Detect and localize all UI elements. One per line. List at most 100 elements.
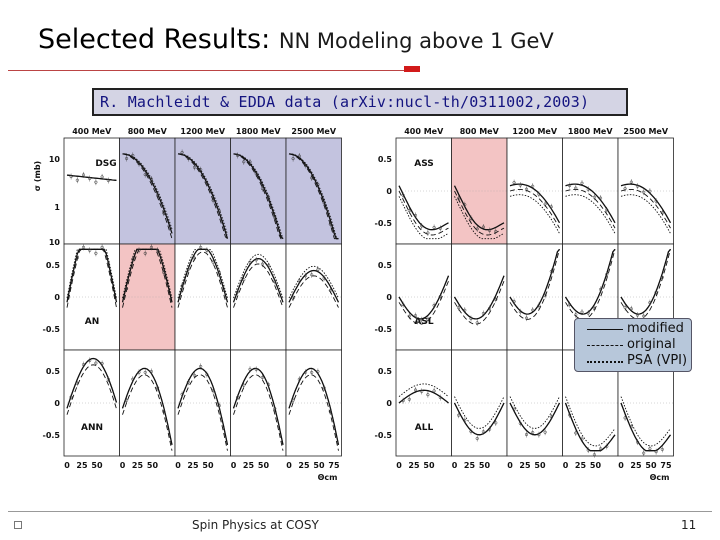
- legend-label: modified: [627, 321, 684, 336]
- y-tick-label: 0.5: [378, 261, 393, 270]
- y-tick-label: 0: [386, 399, 392, 408]
- curve-original: [122, 248, 173, 308]
- curve-psa: [398, 383, 449, 397]
- x-tick-label: 25: [187, 461, 199, 470]
- y-tick-label: -0.5: [43, 431, 61, 440]
- panel-cell: [230, 137, 287, 245]
- curve-original: [509, 249, 560, 320]
- y-tick-label: 0.5: [46, 261, 61, 270]
- panel-cell: [174, 137, 231, 245]
- curve-original: [233, 263, 284, 308]
- x-tick-label: 50: [147, 461, 159, 470]
- curve-psa: [66, 248, 117, 299]
- x-tick-label: 25: [76, 461, 88, 470]
- curve-original: [177, 251, 228, 308]
- curve-original: [565, 249, 616, 320]
- x-tick-label: 0: [64, 461, 70, 470]
- y-tick-label: 10: [49, 238, 61, 247]
- curve-original: [509, 188, 560, 229]
- energy-label: 1200 MeV: [180, 127, 225, 136]
- energy-label: 1200 MeV: [512, 127, 557, 136]
- observables-figure: 400 MeV 800 MeV 1200 MeV 1800 MeV 2500 MeV DS…: [30, 120, 690, 500]
- legend-entry-modified: modified: [583, 321, 691, 336]
- x-tick-label: 0: [396, 461, 402, 470]
- curve-original: [620, 402, 671, 452]
- curve-original: [398, 389, 449, 404]
- x-tick-label: 50: [423, 461, 435, 470]
- observable-label: ALL: [415, 423, 434, 433]
- energy-label: 1800 MeV: [568, 127, 613, 136]
- x-tick-label: 25: [630, 461, 642, 470]
- legend-entry-psa: PSA (VPI): [583, 353, 691, 368]
- x-tick-label: 50: [645, 461, 657, 470]
- energy-label: 2500 MeV: [623, 127, 668, 136]
- observable-label: DSG: [95, 159, 116, 169]
- curve-original: [233, 374, 284, 451]
- x-tick-label: 50: [91, 461, 103, 470]
- curve-psa: [233, 253, 284, 299]
- curve-original: [233, 153, 283, 240]
- slide-title: Selected Results: NN Modeling above 1 Ge…: [38, 24, 554, 55]
- x-tick-label: 0: [231, 461, 237, 470]
- footer-rule: [8, 511, 712, 512]
- curve-psa: [398, 196, 449, 240]
- legend: modified original PSA (VPI): [574, 318, 692, 372]
- y-axis-label: σ (mb): [33, 161, 42, 191]
- x-tick-label: 75: [660, 461, 672, 470]
- energy-label: 400 MeV: [404, 127, 444, 136]
- x-tick-label: 0: [563, 461, 569, 470]
- curve-modified: [122, 153, 173, 234]
- curve-original: [565, 188, 616, 229]
- energy-label: 1800 MeV: [236, 127, 281, 136]
- curve-psa: [454, 196, 505, 240]
- page-number: 11: [681, 518, 697, 532]
- x-tick-label: 25: [243, 461, 255, 470]
- x-tick-label: 25: [575, 461, 587, 470]
- curve-original: [177, 374, 228, 451]
- reference-box: R. Machleidt & EDDA data (arXiv:nucl-th/…: [92, 88, 628, 116]
- legend-entry-original: original: [583, 337, 691, 352]
- panel-cell: [63, 137, 120, 245]
- x-tick-label: 0: [175, 461, 181, 470]
- x-tick-label: 25: [132, 461, 144, 470]
- curve-psa: [289, 153, 339, 240]
- x-tick-label: 0: [507, 461, 513, 470]
- curve-psa: [620, 194, 671, 234]
- curve-psa: [620, 249, 671, 315]
- curve-psa: [565, 249, 616, 315]
- x-tick-label: 25: [408, 461, 420, 470]
- title-underline: [8, 70, 404, 71]
- x-tick-label: 50: [258, 461, 270, 470]
- energy-label: 400 MeV: [72, 127, 112, 136]
- curve-psa: [122, 367, 173, 445]
- x-axis-label: Θcm: [650, 473, 670, 482]
- curve-modified: [288, 269, 340, 303]
- curve-psa: [509, 194, 560, 234]
- y-tick-label: -0.5: [375, 219, 393, 228]
- y-tick-label: -0.5: [43, 325, 61, 334]
- x-tick-label: 25: [519, 461, 531, 470]
- curve-original: [398, 190, 449, 236]
- curve-psa: [509, 249, 560, 315]
- x-tick-label: 50: [590, 461, 602, 470]
- y-tick-label: -0.5: [375, 431, 393, 440]
- footer-bullet-icon: [14, 521, 22, 529]
- panel-cell: [119, 137, 176, 245]
- curve-modified: [620, 183, 672, 224]
- footer-text: Spin Physics at COSY: [192, 518, 319, 532]
- y-tick-label: 0: [386, 293, 392, 302]
- curve-psa: [233, 153, 284, 239]
- curve-psa: [454, 275, 505, 320]
- x-axis-label: Θcm: [318, 473, 338, 482]
- energy-label: 2500 MeV: [291, 127, 336, 136]
- x-tick-label: 0: [452, 461, 458, 470]
- x-tick-label: 50: [202, 461, 214, 470]
- curve-original: [398, 280, 449, 325]
- x-tick-label: 0: [286, 461, 292, 470]
- curve-psa: [288, 367, 339, 445]
- y-tick-label: 0: [386, 187, 392, 196]
- y-tick-label: 0.5: [46, 367, 61, 376]
- x-tick-label: 50: [313, 461, 325, 470]
- x-tick-label: 0: [120, 461, 126, 470]
- curve-original: [454, 280, 505, 325]
